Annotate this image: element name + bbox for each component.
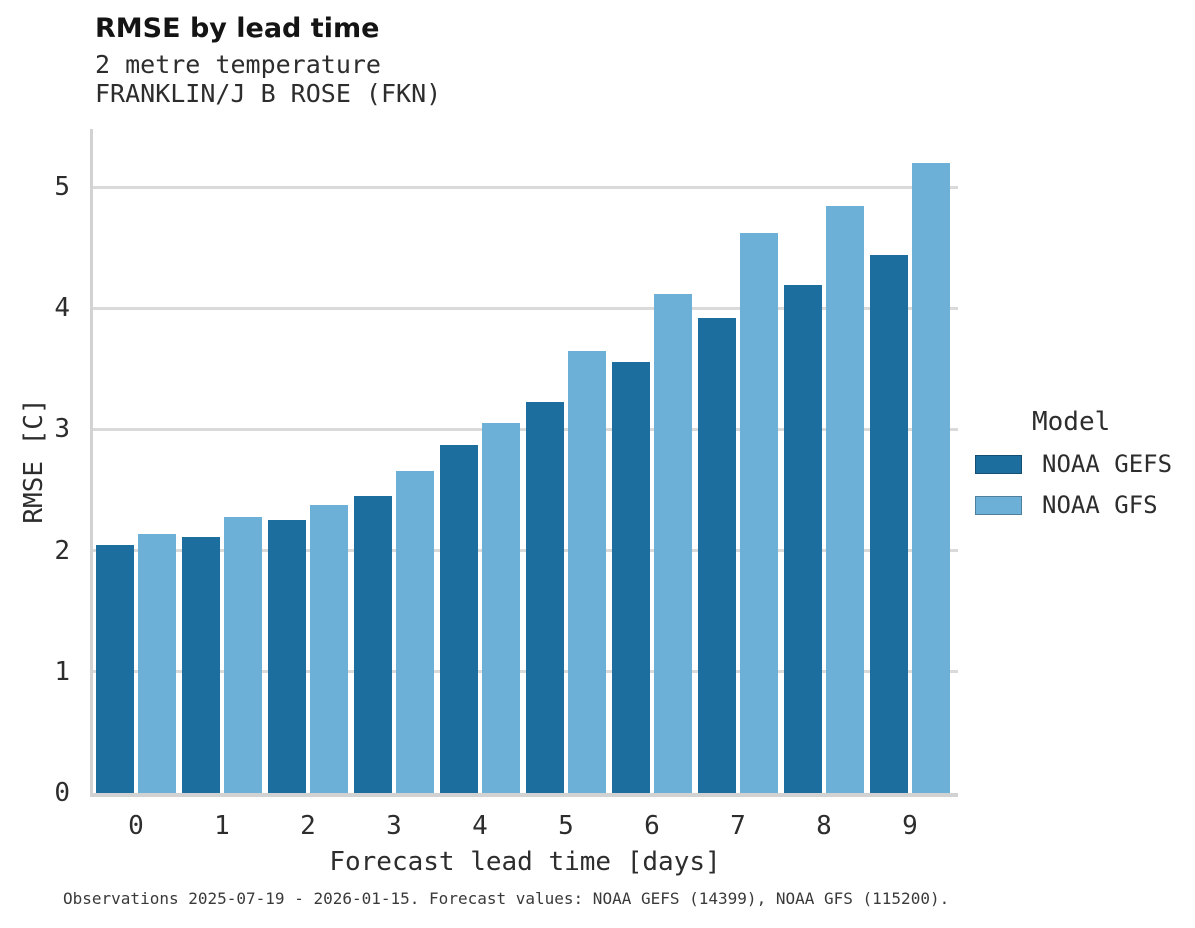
legend-swatch-noaa-gefs: [975, 454, 1022, 474]
bar-noaa-gefs-lead-7: [698, 317, 736, 793]
gridline-y-5: [92, 185, 958, 189]
gridline-y-2: [92, 549, 958, 553]
bar-noaa-gfs-lead-4: [482, 423, 520, 793]
gridline-y-3: [92, 427, 958, 431]
caption-text: Observations 2025-07-19 - 2026-01-15. Fo…: [63, 889, 950, 908]
bar-noaa-gefs-lead-1: [182, 537, 220, 793]
x-tick-label-6: 6: [644, 811, 660, 841]
y-tick-label-2: 2: [54, 535, 70, 566]
legend: Model NOAA GEFS NOAA GFS: [975, 406, 1172, 520]
x-tick-label-3: 3: [386, 811, 402, 841]
bar-noaa-gefs-lead-2: [268, 520, 306, 793]
x-tick-label-0: 0: [128, 811, 144, 841]
legend-row-noaa-gfs: NOAA GFS: [975, 490, 1172, 520]
y-axis-line: [90, 129, 93, 797]
x-tick-label-8: 8: [816, 811, 832, 841]
y-tick-label-5: 5: [54, 172, 70, 202]
legend-swatch-noaa-gfs: [975, 495, 1022, 515]
bar-noaa-gefs-lead-6: [612, 361, 650, 793]
x-tick-label-4: 4: [472, 811, 488, 841]
bar-noaa-gfs-lead-3: [396, 470, 434, 793]
gridline-y-1: [92, 670, 958, 674]
legend-label-noaa-gefs: NOAA GEFS: [1042, 450, 1173, 478]
x-tick-label-2: 2: [300, 811, 316, 841]
bar-noaa-gefs-lead-0: [96, 544, 134, 793]
plot-area: [92, 129, 958, 793]
bar-noaa-gfs-lead-6: [654, 293, 692, 793]
legend-title: Model: [1032, 407, 1111, 437]
bar-noaa-gefs-lead-8: [784, 285, 822, 793]
bar-noaa-gefs-lead-3: [354, 496, 392, 793]
chart-subtitle-variable: 2 metre temperature: [95, 50, 381, 79]
chart-title: RMSE by lead time: [95, 13, 380, 44]
x-tick-label-1: 1: [214, 811, 230, 841]
y-tick-label-1: 1: [54, 656, 70, 687]
bar-noaa-gfs-lead-7: [740, 233, 778, 793]
bar-noaa-gefs-lead-4: [440, 445, 478, 793]
y-tick-label-0: 0: [54, 778, 70, 808]
legend-row-noaa-gefs: NOAA GEFS: [975, 449, 1172, 479]
x-tick-label-7: 7: [730, 811, 746, 841]
bar-noaa-gefs-lead-9: [870, 254, 908, 793]
bar-noaa-gfs-lead-1: [224, 516, 262, 793]
x-tick-label-9: 9: [902, 811, 918, 841]
y-tick-label-4: 4: [54, 293, 70, 324]
bar-noaa-gfs-lead-8: [826, 206, 864, 793]
x-tick-label-5: 5: [558, 811, 574, 841]
gridline-y-4: [92, 306, 958, 310]
bar-noaa-gfs-lead-2: [310, 504, 348, 793]
x-axis-line: [90, 793, 958, 797]
legend-label-noaa-gfs: NOAA GFS: [1042, 491, 1158, 519]
bar-noaa-gfs-lead-5: [568, 350, 606, 793]
bar-noaa-gefs-lead-5: [526, 401, 564, 793]
chart-subtitle-station: FRANKLIN/J B ROSE (FKN): [95, 79, 442, 108]
x-axis-title: Forecast lead time [days]: [329, 847, 721, 877]
bar-noaa-gfs-lead-9: [912, 162, 950, 793]
bar-noaa-gfs-lead-0: [138, 533, 176, 793]
y-tick-label-3: 3: [54, 414, 70, 445]
